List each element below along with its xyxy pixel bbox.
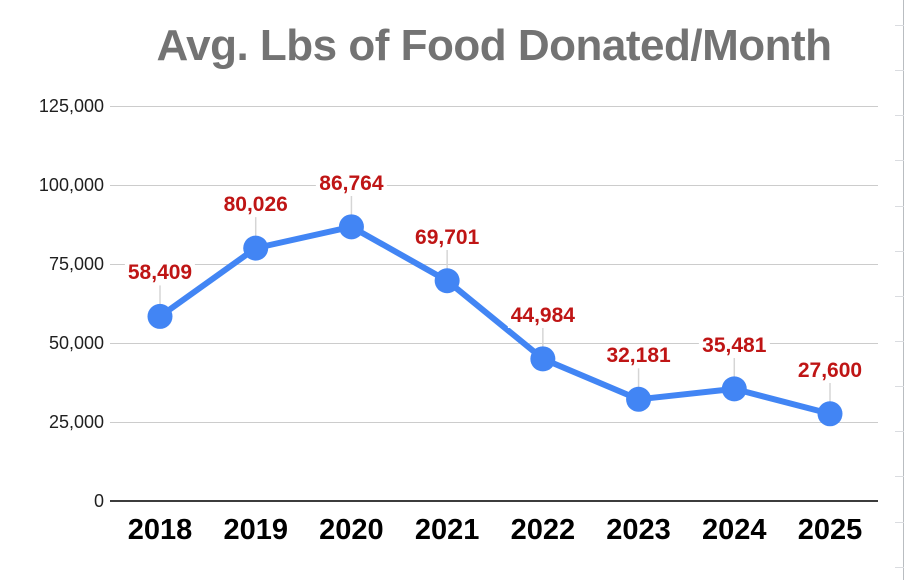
data-point-value-label: 27,600 [794, 358, 866, 383]
x-axis-tick-label: 2024 [702, 514, 767, 546]
data-point [530, 346, 556, 372]
data-point [721, 376, 747, 402]
x-axis-tick-label: 2019 [223, 514, 288, 546]
data-point-value-label: 58,409 [124, 261, 196, 286]
x-axis-line [110, 500, 878, 502]
y-axis-tick-label: 50,000 [48, 333, 104, 353]
x-axis-tick-label: 2021 [414, 514, 480, 546]
spreadsheet-row-gridline [895, 296, 904, 297]
data-point [817, 401, 843, 427]
data-point [434, 268, 460, 294]
data-point-value-label: 44,984 [507, 303, 578, 328]
y-axis-tick-label: 0 [93, 491, 104, 511]
gridline [110, 264, 878, 265]
x-axis-tick-label: 2025 [797, 514, 863, 546]
data-point-value-label: 69,701 [412, 225, 483, 250]
spreadsheet-row-gridline [895, 251, 904, 252]
spreadsheet-row-gridline [895, 341, 904, 342]
series-line [157, 223, 833, 417]
gridline [110, 422, 878, 423]
data-point-value-label: 80,026 [220, 193, 291, 218]
spreadsheet-row-gridline [895, 160, 904, 161]
data-point [338, 214, 364, 240]
data-point [626, 386, 652, 412]
spreadsheet-row-gridline [895, 25, 904, 26]
spreadsheet-column-border [903, 0, 904, 580]
spreadsheet-row-gridline [895, 206, 904, 207]
spreadsheet-row-gridline [895, 431, 904, 432]
spreadsheet-row-gridline [895, 476, 904, 477]
gridline [110, 185, 878, 186]
chart-title: Avg. Lbs of Food Donated/Month [156, 21, 832, 70]
x-axis-tick-label: 2023 [606, 514, 671, 546]
y-axis-tick-label: 75,000 [48, 254, 104, 274]
spreadsheet-row-gridline [895, 70, 904, 71]
data-point [147, 303, 173, 329]
spreadsheet-row-gridline [895, 567, 904, 568]
y-axis-tick-label: 100,000 [38, 175, 104, 195]
y-axis-tick-label: 25,000 [48, 412, 104, 432]
data-point-value-label: 35,481 [699, 333, 770, 358]
spreadsheet-row-gridline [895, 522, 904, 523]
data-point [243, 235, 269, 261]
gridline [110, 106, 878, 107]
spreadsheet-row-gridline [895, 115, 904, 116]
gridline [110, 343, 878, 344]
y-axis-tick-label: 125,000 [38, 96, 104, 116]
x-axis-tick-label: 2020 [319, 514, 384, 546]
x-axis-tick-label: 2022 [510, 514, 576, 546]
x-axis-tick-label: 2018 [127, 514, 193, 546]
data-point-value-label: 86,764 [316, 171, 387, 196]
data-point-value-label: 32,181 [603, 344, 674, 369]
spreadsheet-row-gridline [895, 386, 904, 387]
